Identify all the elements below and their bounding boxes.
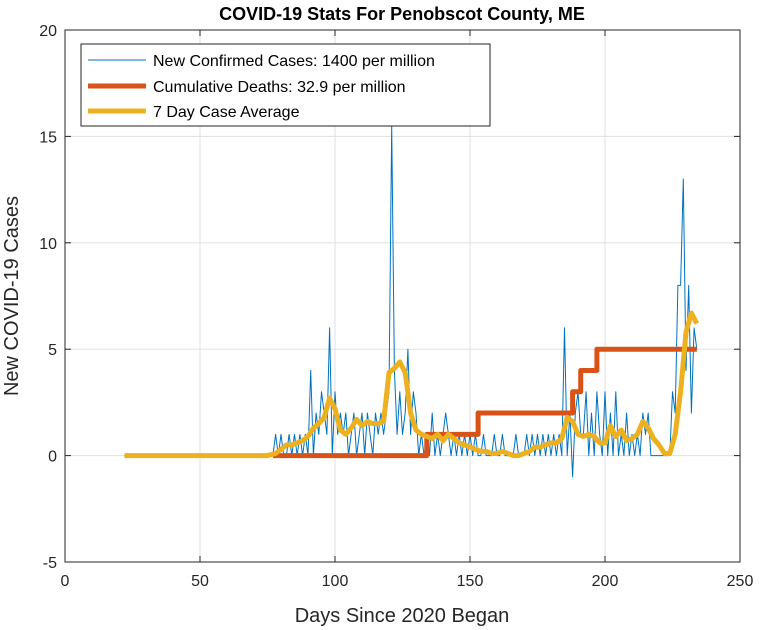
- x-tick-label: 100: [322, 573, 349, 590]
- y-tick-label: 20: [39, 23, 57, 40]
- x-tick-label: 200: [592, 573, 619, 590]
- series-line-average: [124, 310, 700, 459]
- x-tick-label: 250: [727, 573, 754, 590]
- legend: New Confirmed Cases: 1400 per million Cu…: [80, 43, 491, 127]
- y-tick-label: 0: [48, 449, 57, 466]
- y-tick-label: 15: [39, 129, 57, 146]
- legend-label-new-cases: New Confirmed Cases: 1400 per million: [153, 53, 435, 70]
- y-tick-label: 10: [39, 236, 57, 253]
- y-tick-label: 5: [48, 342, 57, 359]
- chart-title: COVID-19 Stats For Penobscot County, ME: [219, 4, 585, 24]
- plot-frame: [64, 29, 741, 563]
- x-tick-label: 50: [191, 573, 209, 590]
- x-tick-label: 0: [61, 573, 70, 590]
- legend-box: [80, 43, 491, 127]
- series-group: [124, 125, 700, 478]
- y-axis-label: New COVID-19 Cases: [1, 196, 23, 396]
- x-axis-label: Days Since 2020 Began: [295, 605, 510, 627]
- legend-label-average: 7 Day Case Average: [153, 104, 300, 121]
- y-tick-label: -5: [43, 555, 57, 572]
- legend-label-deaths: Cumulative Deaths: 32.9 per million: [153, 79, 406, 96]
- x-tick-label: 150: [457, 573, 484, 590]
